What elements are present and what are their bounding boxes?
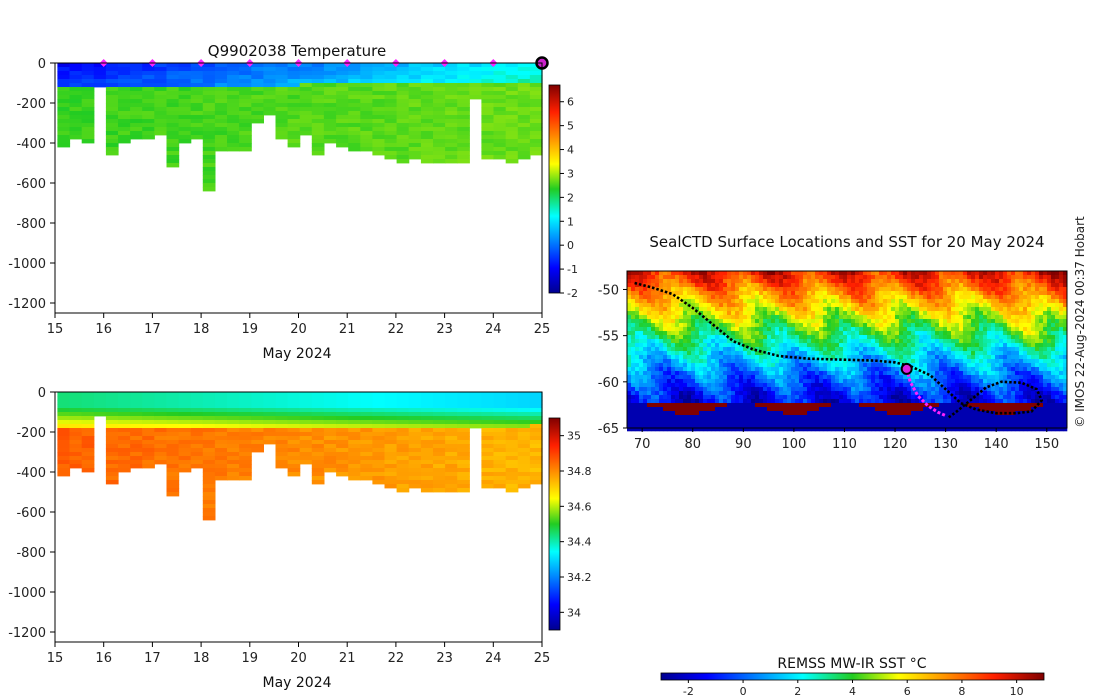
- map-x-tick-label: 150: [1034, 437, 1059, 452]
- seal-track-layer: [634, 281, 1044, 419]
- sst-colorbar-tick-label: 0: [740, 685, 747, 698]
- sst-colorbar: [660, 672, 1045, 681]
- x-tick-label: 15: [47, 322, 64, 337]
- sst-colorbar-tick-label: 4: [849, 685, 856, 698]
- x-tick-label: 20: [290, 651, 307, 666]
- map-x-tick-label: 130: [933, 437, 958, 452]
- sst-colorbar-tick-label: 8: [958, 685, 965, 698]
- map-x-tick-label: 80: [684, 437, 701, 452]
- y-tick-label: 0: [38, 386, 46, 401]
- sst-colorbar-tick-label: 2: [794, 685, 801, 698]
- y-tick-label: -1200: [8, 297, 46, 312]
- colorbar-tick-label: 0: [567, 239, 574, 252]
- map-y-tick-label: -55: [598, 330, 619, 345]
- colorbar-tick-label: 34.2: [567, 571, 592, 584]
- sst-map: SealCTD Surface Locations and SST for 20…: [598, 233, 1068, 698]
- temperature-axes: 15 16 17 18 19 20 21 22 23 24 25 0 -200 -400 -600 -800 -…: [8, 57, 550, 337]
- map-x-tick-label: 90: [735, 437, 752, 452]
- x-tick-label: 17: [144, 651, 161, 666]
- map-x-tick-label: 100: [781, 437, 806, 452]
- y-tick-label: -800: [16, 546, 46, 561]
- y-tick-label: 0: [38, 57, 46, 72]
- x-tick-label: 16: [95, 322, 112, 337]
- temperature-colorbar: [548, 84, 561, 294]
- x-tick-label: 15: [47, 651, 64, 666]
- map-x-tick-label: 70: [634, 437, 651, 452]
- map-x-tick-label: 120: [883, 437, 908, 452]
- colorbar-tick-label: 5: [567, 120, 574, 133]
- x-tick-label: 19: [242, 322, 259, 337]
- copyright-notice: © IMOS 22-Aug-2024 00:37 Hobart: [1073, 216, 1087, 428]
- x-tick-label: 18: [193, 651, 210, 666]
- sst-colorbar-label: REMSS MW-IR SST °C: [777, 656, 926, 672]
- map-y-tick-label: -60: [598, 376, 619, 391]
- y-tick-label: -600: [16, 506, 46, 521]
- colorbar-tick-label: 34.6: [567, 500, 592, 513]
- x-tick-label: 25: [534, 651, 551, 666]
- salinity-colorbar-ticks: 35 34.8 34.6 34.4 34.2 34: [560, 430, 592, 619]
- y-tick-label: -1200: [8, 626, 46, 641]
- map-axes: 70 80 90 100 110 120 130 140 150 -50 -55 -60 -65: [598, 283, 1059, 452]
- map-y-tick-label: -50: [598, 283, 619, 298]
- x-tick-label: 19: [242, 651, 259, 666]
- x-tick-label: 20: [290, 322, 307, 337]
- x-tick-label: 24: [485, 322, 502, 337]
- y-tick-label: -400: [16, 466, 46, 481]
- sst-field: [627, 271, 1068, 432]
- y-tick-label: -200: [16, 426, 46, 441]
- y-tick-label: -800: [16, 217, 46, 232]
- colorbar-tick-label: 2: [567, 191, 574, 204]
- salinity-axes: 15 16 17 18 19 20 21 22 23 24 25 0 -200 -400 -600 -800 -…: [8, 386, 550, 666]
- x-tick-label: 25: [534, 322, 551, 337]
- seal-current-position: [900, 362, 913, 375]
- y-tick-label: -1000: [8, 586, 46, 601]
- x-tick-label: 24: [485, 651, 502, 666]
- x-tick-label: 21: [339, 651, 356, 666]
- colorbar-tick-label: 35: [567, 430, 581, 443]
- sst-colorbar-tick-label: -2: [683, 685, 694, 698]
- colorbar-tick-label: 3: [567, 167, 574, 180]
- y-tick-label: -600: [16, 177, 46, 192]
- colorbar-tick-label: -1: [567, 263, 578, 276]
- temperature-section-chart: Q9902038 Temperature 15 16 17 18 19 20 21 22 23 2…: [8, 42, 578, 362]
- colorbar-tick-label: 34.8: [567, 465, 592, 478]
- x-tick-label: 22: [388, 322, 405, 337]
- map-x-tick-label: 110: [832, 437, 857, 452]
- colorbar-tick-label: 4: [567, 144, 574, 157]
- colorbar-tick-label: -2: [567, 287, 578, 300]
- x-tick-label: 16: [95, 651, 112, 666]
- seal-track-past: [634, 281, 1044, 419]
- x-tick-label: 23: [436, 322, 453, 337]
- colorbar-tick-label: 34.4: [567, 536, 592, 549]
- x-tick-label: 17: [144, 322, 161, 337]
- temperature-data-layer: [57, 56, 549, 192]
- x-tick-label: 18: [193, 322, 210, 337]
- y-tick-label: -400: [16, 137, 46, 152]
- salinity-section-chart: 15 16 17 18 19 20 21 22 23 24 25 0 -200 -400 -600 -800 -…: [8, 386, 591, 691]
- y-tick-label: -1000: [8, 257, 46, 272]
- colorbar-tick-label: 6: [567, 96, 574, 109]
- sst-colorbar-ticks: -2 0 2 4 6 8 10: [683, 680, 1024, 698]
- salinity-data-layer: [57, 392, 543, 521]
- salinity-x-axis-label: May 2024: [262, 675, 331, 691]
- x-tick-label: 23: [436, 651, 453, 666]
- map-y-tick-label: -65: [598, 422, 619, 437]
- x-tick-label: 21: [339, 322, 356, 337]
- sst-colorbar-tick-label: 6: [904, 685, 911, 698]
- colorbar-tick-label: 1: [567, 215, 574, 228]
- map-frame: [626, 270, 1068, 429]
- temperature-chart-title: Q9902038 Temperature: [208, 42, 386, 60]
- y-tick-label: -200: [16, 97, 46, 112]
- map-x-tick-label: 140: [984, 437, 1009, 452]
- x-tick-label: 22: [388, 651, 405, 666]
- salinity-colorbar: [548, 417, 561, 631]
- seal-track-recent: [905, 368, 948, 418]
- temperature-x-axis-label: May 2024: [262, 346, 331, 362]
- sst-colorbar-tick-label: 10: [1010, 685, 1024, 698]
- colorbar-tick-label: 34: [567, 606, 581, 619]
- map-title: SealCTD Surface Locations and SST for 20…: [649, 233, 1044, 251]
- temperature-colorbar-ticks: 6 5 4 3 2 1 0 -1 -2: [560, 96, 578, 300]
